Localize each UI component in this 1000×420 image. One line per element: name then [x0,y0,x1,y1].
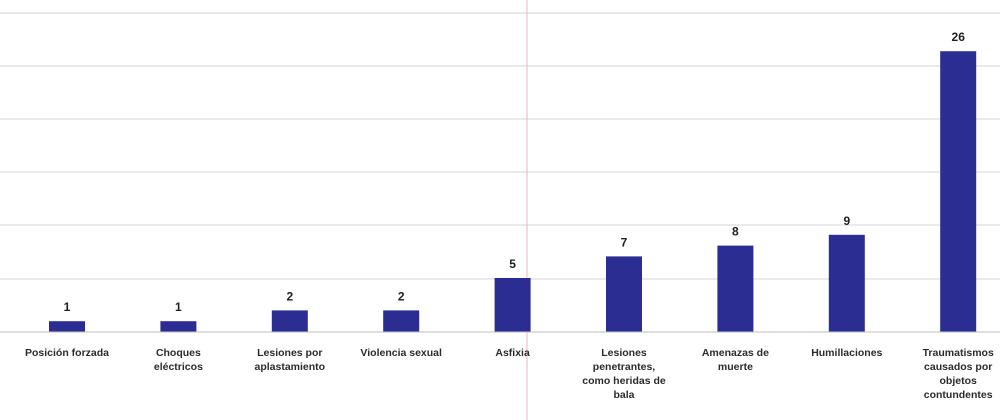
data-label: 2 [398,289,405,303]
data-label: 9 [843,214,850,228]
data-label: 1 [64,300,71,314]
category-label-line: causados por [924,361,992,373]
category-label-line: muerte [718,361,753,373]
category-label: Posición forzada [25,347,109,359]
bar [940,51,977,332]
category-label-line: Violencia sexual [360,347,442,359]
bar [494,278,531,332]
bar [271,310,308,332]
category-label-line: Lesiones [601,347,647,359]
value-labels: 1 1 2 2 5 7 8 9 26 [64,30,966,314]
category-label: Traumatismos causados por objetos contunden… [923,347,994,401]
category-label-line: objetos [940,375,977,387]
bar [717,245,754,332]
data-label: 26 [952,30,966,44]
category-label: Asfixia [495,347,530,359]
category-label-line: Posición forzada [25,347,109,359]
category-label-line: Asfixia [495,347,530,359]
category-label: Amenazas de muerte [702,347,769,373]
category-label-line: Traumatismos [923,347,994,359]
category-label-line: Choques [156,347,201,359]
category-label: Violencia sexual [360,347,442,359]
bar [49,321,85,332]
bars [49,51,977,332]
category-label: Lesiones por aplastamiento [254,347,325,373]
data-label: 8 [732,225,739,239]
category-label-line: como heridas de [582,375,666,387]
data-label: 1 [175,300,182,314]
category-labels: Posición forzada Choques eléctricos Lesione… [25,347,994,401]
category-label-line: contundentes [924,389,993,401]
category-label-line: eléctricos [154,361,203,373]
category-label-line: bala [613,389,634,401]
category-label-line: Amenazas de [702,347,769,359]
category-label-line: aplastamiento [254,361,325,373]
bar [828,234,865,332]
bar [160,321,197,332]
category-label: Humillaciones [811,347,882,359]
category-label-line: Lesiones por [257,347,322,359]
category-label: Choques eléctricos [154,347,203,373]
data-label: 2 [286,289,293,303]
category-label: Lesiones penetrantes, como heridas de bala [582,347,666,401]
bar [606,256,642,332]
bar [383,310,420,332]
category-label-line: Humillaciones [811,347,882,359]
data-label: 5 [509,257,516,271]
data-label: 7 [621,235,628,249]
category-label-line: penetrantes, [593,361,656,373]
